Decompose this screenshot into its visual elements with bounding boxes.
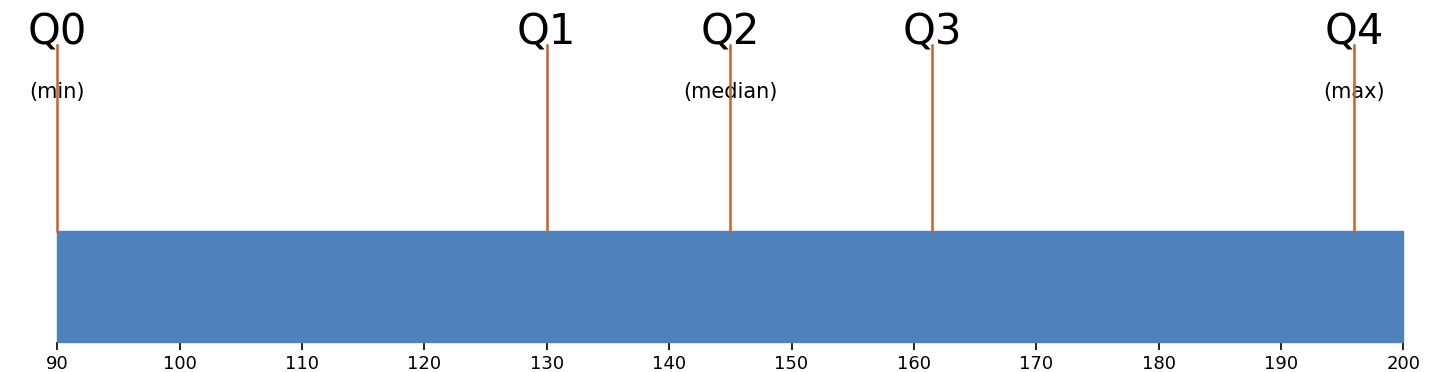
Text: Q4: Q4 (1325, 11, 1385, 53)
Text: Q0: Q0 (27, 11, 87, 53)
Text: Q3: Q3 (902, 11, 962, 53)
Text: (max): (max) (1323, 82, 1385, 102)
Text: (min): (min) (30, 82, 84, 102)
Text: Q1: Q1 (517, 11, 577, 53)
Text: (median): (median) (683, 82, 778, 102)
Text: Q2: Q2 (700, 11, 760, 53)
